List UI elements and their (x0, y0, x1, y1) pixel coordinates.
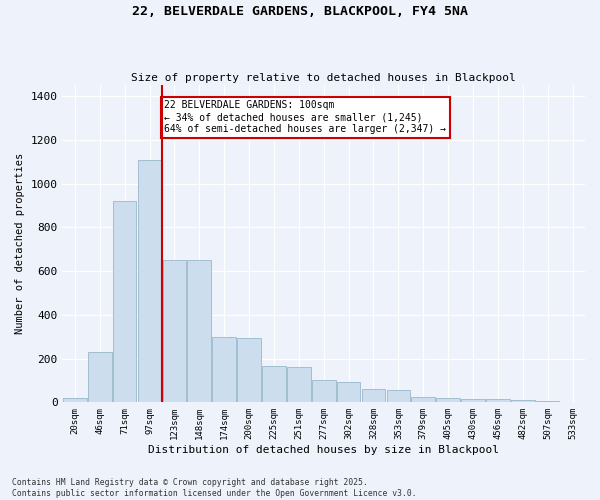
Bar (486, 400, 510, 402)
Bar (212, 336, 236, 402)
Text: 22 BELVERDALE GARDENS: 100sqm
← 34% of detached houses are smaller (1,245)
64% o: 22 BELVERDALE GARDENS: 100sqm ← 34% of d… (164, 100, 446, 134)
Bar (237, 338, 261, 402)
Text: 22, BELVERDALE GARDENS, BLACKPOOL, FY4 5NA: 22, BELVERDALE GARDENS, BLACKPOOL, FY4 5… (132, 5, 468, 18)
Bar (511, 400, 535, 402)
Bar (113, 201, 136, 402)
Title: Size of property relative to detached houses in Blackpool: Size of property relative to detached ho… (131, 73, 516, 83)
Bar (88, 352, 112, 403)
Bar (536, 401, 559, 402)
Bar (436, 398, 460, 402)
Bar (386, 390, 410, 402)
Bar (137, 160, 161, 402)
Bar (362, 389, 385, 402)
X-axis label: Distribution of detached houses by size in Blackpool: Distribution of detached houses by size … (148, 445, 499, 455)
Text: Contains HM Land Registry data © Crown copyright and database right 2025.
Contai: Contains HM Land Registry data © Crown c… (12, 478, 416, 498)
Bar (412, 397, 435, 402)
Bar (287, 368, 311, 402)
Y-axis label: Number of detached properties: Number of detached properties (15, 153, 25, 334)
Bar (163, 260, 186, 402)
Bar (461, 399, 485, 402)
Bar (262, 366, 286, 403)
Bar (187, 260, 211, 402)
Bar (63, 398, 86, 402)
Bar (312, 380, 335, 402)
Bar (337, 382, 361, 402)
